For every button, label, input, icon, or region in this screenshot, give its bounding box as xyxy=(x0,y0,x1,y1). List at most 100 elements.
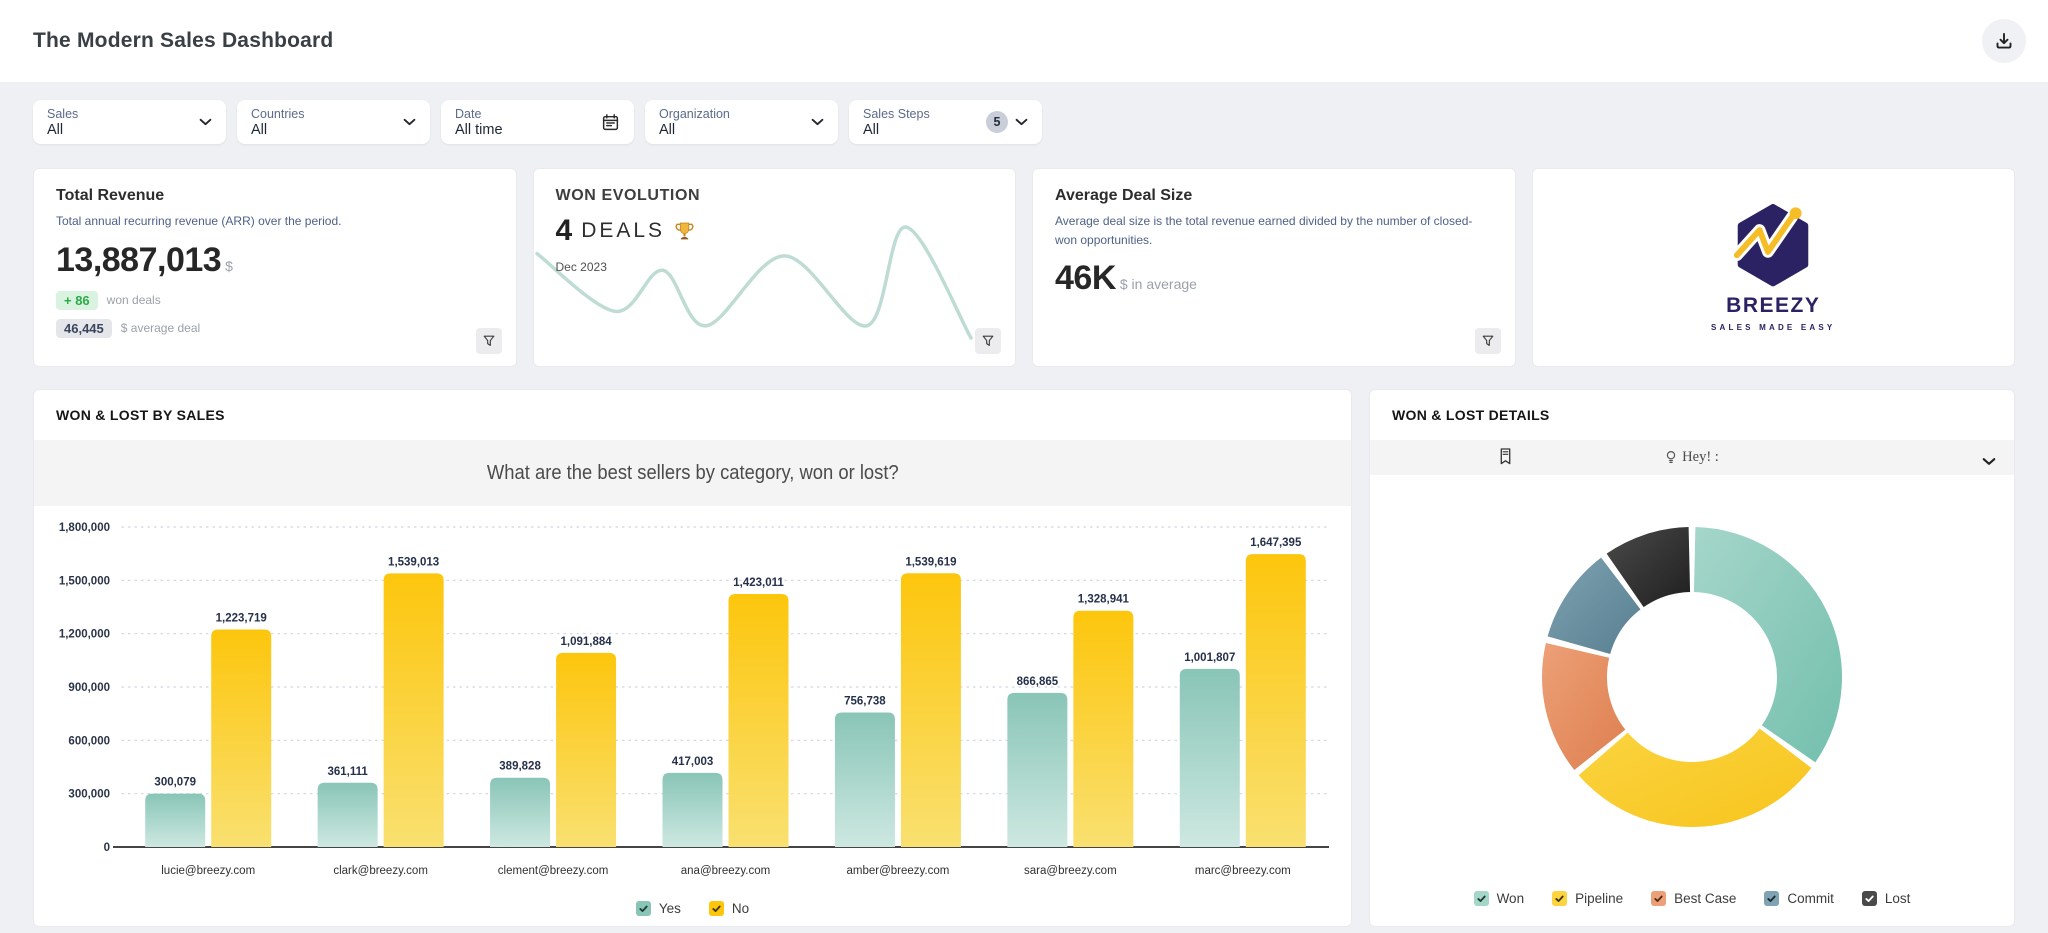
checkmark-icon xyxy=(712,905,721,912)
legend-label: Best Case xyxy=(1674,890,1737,906)
svg-text:1,647,395: 1,647,395 xyxy=(1250,537,1302,549)
won-lost-details-panel: WON & LOST DETAILS Hey! : xyxy=(1369,389,2015,927)
legend-label: Yes xyxy=(658,900,681,916)
svg-text:1,423,011: 1,423,011 xyxy=(733,577,784,589)
chart-question: What are the best sellers by category, w… xyxy=(34,440,1351,506)
legend-item-commit[interactable]: Commit xyxy=(1764,890,1834,906)
legend-item-no[interactable]: No xyxy=(708,900,749,916)
svg-text:clark@breezy.com: clark@breezy.com xyxy=(333,865,428,877)
won-deals-badge: + 86 xyxy=(56,290,98,310)
legend-checkbox[interactable] xyxy=(1861,890,1877,906)
average-deal-badge: 46,445 xyxy=(56,318,112,338)
filter-organization-value: All xyxy=(659,121,676,138)
panel-title: WON & LOST DETAILS xyxy=(1392,407,1550,423)
svg-text:389,828: 389,828 xyxy=(499,761,541,773)
legend-item-lost[interactable]: Lost xyxy=(1861,890,1910,906)
brand-tagline: SALES MADE EASY xyxy=(1711,322,1836,332)
bookmark-button[interactable] xyxy=(1498,446,1513,472)
trophy-icon xyxy=(675,222,694,239)
filter-date[interactable]: Date All time xyxy=(441,100,634,144)
card-filter-button[interactable] xyxy=(475,328,502,354)
svg-text:866,865: 866,865 xyxy=(1017,676,1059,688)
sales-steps-count-badge: 5 xyxy=(986,111,1008,133)
svg-text:417,003: 417,003 xyxy=(672,756,714,768)
average-suffix: $ in average xyxy=(1119,276,1197,293)
filter-sales-steps[interactable]: Sales Steps All 5 xyxy=(849,100,1042,144)
svg-text:1,223,719: 1,223,719 xyxy=(216,612,267,624)
filter-bar: Sales All Countries All Date All time xyxy=(0,82,2048,144)
bar-chart-legend: Yes No xyxy=(34,888,1351,926)
filter-countries-label: Countries xyxy=(251,106,305,121)
legend-item-yes[interactable]: Yes xyxy=(635,900,681,916)
lightbulb-icon xyxy=(1666,450,1676,463)
funnel-filter-icon xyxy=(982,335,994,346)
filter-organization[interactable]: Organization All xyxy=(645,100,838,144)
currency-symbol: $ xyxy=(225,257,233,274)
svg-text:1,800,000: 1,800,000 xyxy=(59,522,110,534)
checkmark-icon xyxy=(1476,895,1486,902)
details-toolbar: Hey! : xyxy=(1370,440,2014,475)
won-evolution-sparkline xyxy=(534,225,973,340)
total-revenue-value: 13,887,013 $ xyxy=(56,240,233,279)
legend-checkbox[interactable] xyxy=(1651,890,1667,906)
panel-title: WON & LOST BY SALES xyxy=(56,407,225,423)
chevron-down-icon xyxy=(199,118,212,126)
chevron-down-icon xyxy=(1982,458,1996,465)
download-button[interactable] xyxy=(1982,19,2026,63)
bookmark-icon xyxy=(1500,448,1511,465)
filter-sales-steps-label: Sales Steps xyxy=(863,106,930,121)
average-deal-size-card: Average Deal Size Average deal size is t… xyxy=(1032,168,1516,367)
svg-text:amber@breezy.com: amber@breezy.com xyxy=(846,865,949,877)
filter-sales-value: All xyxy=(47,121,64,138)
filter-sales-steps-value: All xyxy=(863,121,880,138)
checkmark-icon xyxy=(639,905,648,912)
svg-text:1,539,619: 1,539,619 xyxy=(905,556,956,568)
chevron-down-icon xyxy=(811,118,824,126)
legend-checkbox[interactable] xyxy=(635,900,651,916)
svg-text:0: 0 xyxy=(104,842,110,854)
card-filter-button[interactable] xyxy=(1474,328,1501,354)
won-lost-bar-chart[interactable]: 0 300,000 600,000 900,000 1,200,000 1,500,000… xyxy=(34,506,1351,888)
svg-text:300,000: 300,000 xyxy=(68,789,110,801)
legend-checkbox[interactable] xyxy=(1552,890,1568,906)
calendar-icon xyxy=(602,113,619,130)
svg-text:clement@breezy.com: clement@breezy.com xyxy=(498,865,609,877)
donut-chart-legend: Won Pipeline Best Case Commit Lost xyxy=(1370,878,2014,918)
card-filter-button[interactable] xyxy=(975,328,1001,354)
funnel-filter-icon xyxy=(1482,335,1493,346)
card-subtitle: Total annual recurring revenue (ARR) ove… xyxy=(56,214,342,228)
funnel-filter-icon xyxy=(483,335,494,346)
total-revenue-card: Total Revenue Total annual recurring rev… xyxy=(33,168,517,367)
svg-text:900,000: 900,000 xyxy=(68,682,110,694)
legend-item-won[interactable]: Won xyxy=(1473,890,1525,906)
legend-item-pipeline[interactable]: Pipeline xyxy=(1552,890,1623,906)
filter-date-label: Date xyxy=(455,106,482,121)
legend-label: Won xyxy=(1496,890,1525,906)
svg-text:lucie@breezy.com: lucie@breezy.com xyxy=(161,865,255,877)
legend-checkbox[interactable] xyxy=(1764,890,1780,906)
filter-countries[interactable]: Countries All xyxy=(237,100,430,144)
checkmark-icon xyxy=(1555,895,1564,902)
average-deal-label: $ average deal xyxy=(120,321,201,336)
legend-checkbox[interactable] xyxy=(1473,890,1489,906)
insight-hint: Hey! : xyxy=(1370,449,2014,466)
collapse-button[interactable] xyxy=(1982,453,1996,471)
brand-name: BREEZY xyxy=(1726,293,1821,317)
checkmark-icon xyxy=(1767,895,1777,902)
brand-card: BREEZY SALES MADE EASY xyxy=(1531,168,2015,367)
svg-text:ana@breezy.com: ana@breezy.com xyxy=(681,865,770,877)
average-deal-size-value: 46K $ in average xyxy=(1055,259,1197,298)
svg-text:1,500,000: 1,500,000 xyxy=(59,575,110,587)
filter-sales[interactable]: Sales All xyxy=(33,100,226,144)
won-lost-by-sales-panel: WON & LOST BY SALES What are the best se… xyxy=(33,389,1352,927)
legend-item-best-case[interactable]: Best Case xyxy=(1651,890,1737,906)
legend-checkbox[interactable] xyxy=(708,900,724,916)
won-lost-donut-chart[interactable] xyxy=(1532,517,1852,837)
checkmark-icon xyxy=(1654,895,1663,902)
svg-text:300,079: 300,079 xyxy=(154,777,196,789)
card-subtitle: Average deal size is the total revenue e… xyxy=(1055,214,1473,247)
svg-text:1,001,807: 1,001,807 xyxy=(1184,652,1235,664)
won-deals-label: won deals xyxy=(106,293,161,308)
app-header: The Modern Sales Dashboard xyxy=(0,0,2048,82)
